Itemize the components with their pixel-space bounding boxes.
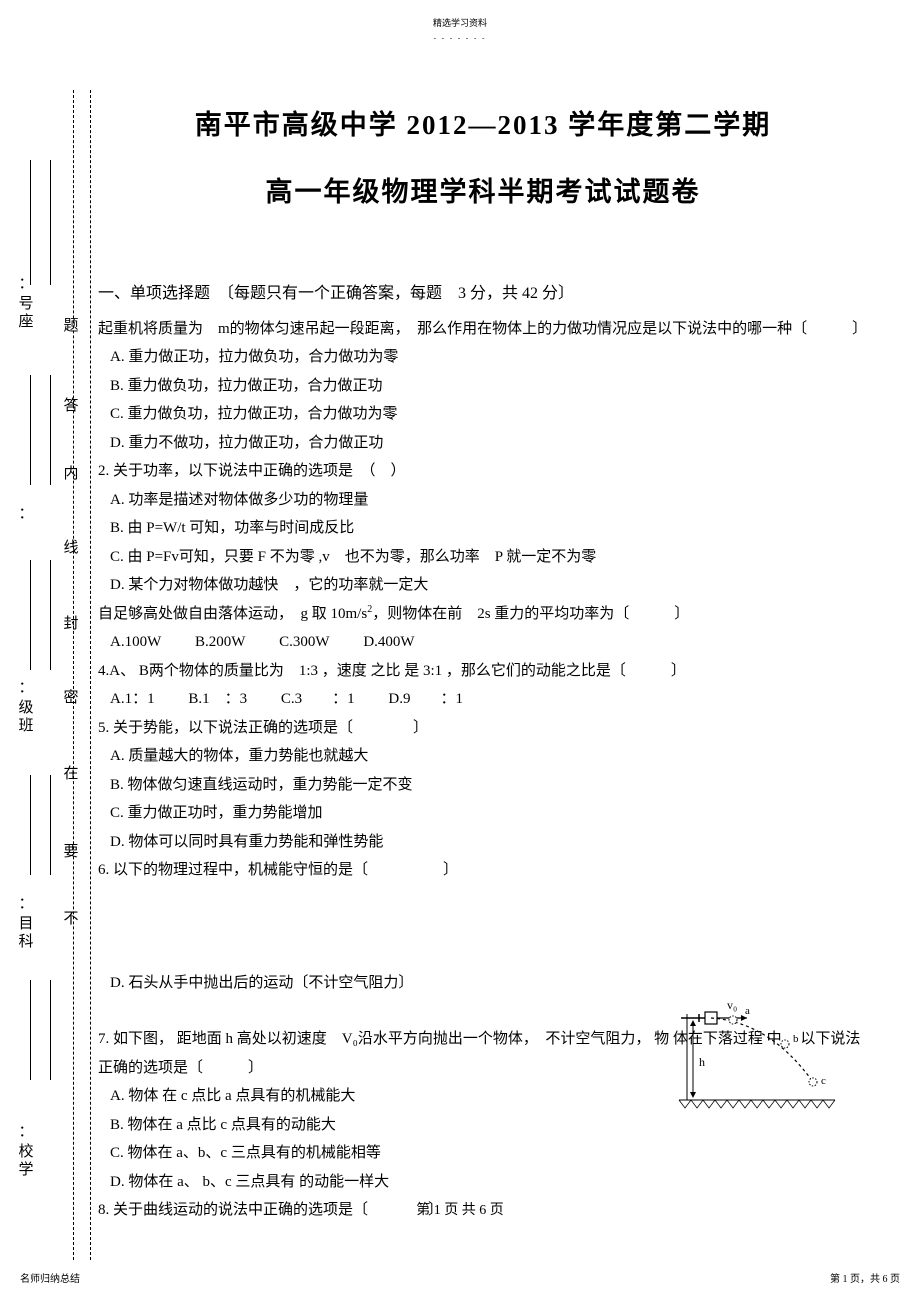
q2-stem: 2. 关于功率，以下说法中正确的选项是 （ ） (98, 457, 868, 486)
rail-char: 密 (63, 684, 79, 713)
solid-seg (50, 375, 51, 485)
q2-opt-d: D. 某个力对物体做功越快 ，它的功率就一定大 (98, 571, 868, 600)
dashed-line-2 (73, 90, 74, 1260)
rail-outer: 科 (18, 928, 34, 957)
solid-seg (50, 980, 51, 1080)
q5-opt-a: A. 质量越大的物体，重力势能也就越大 (98, 742, 868, 771)
q7-opt-a: A. 物体 在 c 点比 a 点具有的机械能大 (98, 1082, 618, 1111)
q4-opts: A.1：1 B.1 ：3 C.3 ：1 D.9 ：1 (98, 685, 868, 714)
q5-opt-c: C. 重力做正功时，重力势能增加 (98, 799, 868, 828)
solid-seg-inner (30, 160, 31, 285)
q6-blank-space (98, 885, 868, 969)
q4-opt-c: C.3 ：1 (281, 685, 355, 714)
section-1-heading: 一、单项选择题 〔每题只有一个正确答案，每题 3 分，共 42 分〕 (98, 279, 868, 309)
solid-seg-inner (30, 775, 31, 875)
rail-char: 封 (63, 610, 79, 639)
q4-opt-a: A.1：1 (110, 685, 155, 714)
q3-opts: A.100W B.200W C.300W D.400W (98, 628, 868, 657)
solid-seg-inner (30, 560, 31, 670)
q7-opt-d: D. 物体在 a、 b、c 三点具有 的动能一样大 (98, 1168, 618, 1197)
rail-char: 内 (63, 460, 79, 489)
q7-opt-b: B. 物体在 a 点比 c 点具有的动能大 (98, 1111, 618, 1140)
q2-opt-b: B. 由 P=W/t 可知，功率与时间成反比 (98, 514, 868, 543)
top-header: 精选学习资料 - - - - - - - (0, 15, 920, 45)
q3-opt-c: C.300W (279, 628, 329, 657)
q1-opt-b: B. 重力做负功，拉力做正功，合力做正功 (98, 372, 868, 401)
q3-opt-b: B.200W (195, 628, 245, 657)
page-title-2: 高一年级物理学科半期考试试题卷 (98, 167, 868, 218)
top-header-sub: - - - - - - - (0, 32, 920, 45)
q4-stem: 4.A、 B两个物体的质量比为 1:3 ，速度 之比 是 3:1 ，那么它们的动… (98, 657, 868, 686)
solid-seg (50, 160, 51, 285)
q1-opt-d: D. 重力不做功，拉力做正功，合力做正功 (98, 429, 868, 458)
q4-opt-b: B.1 ：3 (188, 685, 247, 714)
q3-opt-a: A.100W (110, 628, 161, 657)
q2-opt-a: A. 功率是描述对物体做多少功的物理量 (98, 486, 868, 515)
solid-seg-inner (30, 375, 31, 485)
q5-opt-b: B. 物体做匀速直线运动时，重力势能一定不变 (98, 771, 868, 800)
q5-stem: 5. 关于势能，以下说法正确的选项是〔 〕 (98, 714, 868, 743)
q5-opt-d: D. 物体可以同时具有重力势能和弹性势能 (98, 828, 868, 857)
rail-char: 答 (63, 392, 79, 421)
q7-opt-c: C. 物体在 a、b、c 三点具有的机械能相等 (98, 1139, 618, 1168)
fig-label-b: b (793, 1033, 799, 1045)
q4-opt-d: D.9 ：1 (388, 685, 463, 714)
rail-outer: ： (18, 500, 34, 529)
q1-stem: 起重机将质量为 m的物体匀速吊起一段距离， 那么作用在物体上的力做功情况应是以下… (98, 315, 868, 344)
q3-stem-b: ，则物体在前 2s 重力的平均功率为〔 〕 (372, 606, 689, 622)
q3-opt-d: D.400W (363, 628, 414, 657)
q1-opt-c: C. 重力做负功，拉力做正功，合力做功为零 (98, 400, 868, 429)
solid-seg (50, 775, 51, 875)
solid-seg-inner (30, 980, 31, 1080)
q6-stem: 6. 以下的物理过程中，机械能守恒的是〔 〕 (98, 856, 868, 885)
q2-opt-c: C. 由 P=Fv可知，只要 F 不为零 ,v 也不为零，那么功率 P 就一定不… (98, 543, 868, 572)
q6-opt-d: D. 石头从手中抛出后的运动〔不计空气阻力〕 (98, 969, 868, 998)
rail-char: 要 (63, 838, 79, 867)
top-header-main: 精选学习资料 (0, 15, 920, 32)
fig-label-c: c (821, 1075, 826, 1087)
q7-opts: A. 物体 在 c 点比 a 点具有的机械能大 B. 物体在 a 点比 c 点具… (98, 1082, 618, 1196)
rail-outer: 班 (18, 712, 34, 741)
fig-label-h: h (699, 1055, 705, 1069)
q3-stem-a: 自足够高处做自由落体运动， g 取 10m/s (98, 606, 367, 622)
q3-stem: 自足够高处做自由落体运动， g 取 10m/s2，则物体在前 2s 重力的平均功… (98, 600, 868, 629)
rail-outer: 座 (18, 308, 34, 337)
rail-outer: 学 (18, 1156, 34, 1185)
fig-label-v0: v₀ (727, 1000, 737, 1012)
fig-label-a: a (745, 1005, 750, 1017)
q7-figure: v₀ a b c h (675, 1000, 840, 1130)
q1-opt-a: A. 重力做正功，拉力做负功，合力做功为零 (98, 343, 868, 372)
bottom-right-note: 第 1 页，共 6 页 (830, 1270, 900, 1289)
bottom-left-note: 名师归纳总结 (20, 1270, 80, 1289)
page-title-1: 南平市高级中学 2012—2013 学年度第二学期 (98, 100, 868, 151)
binding-rail: 题 答 内 线 封 密 在 要 不 ： 号 座 ： ： 级 班 ： 目 科 ： … (0, 90, 98, 1260)
rail-char: 不 (63, 905, 79, 934)
rail-char: 线 (63, 534, 79, 563)
rail-char: 题 (63, 312, 79, 341)
rail-char: 在 (63, 760, 79, 789)
solid-seg (50, 560, 51, 670)
dashed-line-1 (90, 90, 91, 1260)
page-footer: 第 1 页 共 6 页 (0, 1198, 920, 1225)
